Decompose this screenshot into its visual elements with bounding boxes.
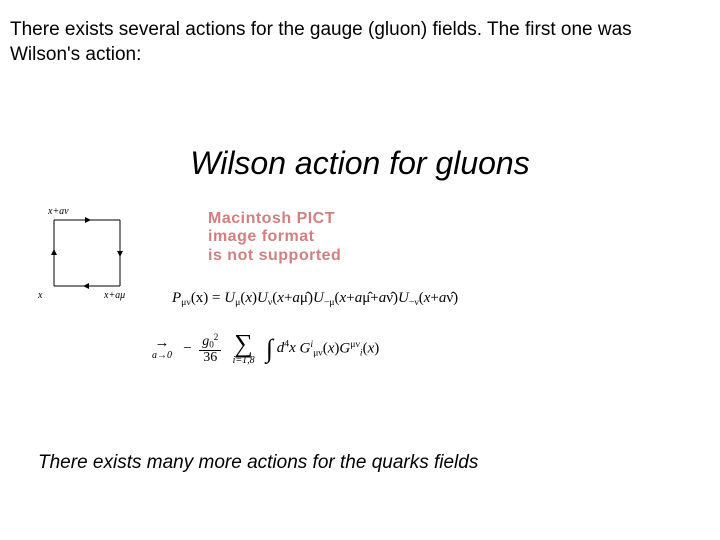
pict-error-placeholder: Macintosh PICT image format is not suppo…: [208, 210, 341, 265]
formula-plaquette: Pμν(x) = Uμ(x)Uν(x+aμ̂)U−μ(x+aμ̂+aν̂)U−ν…: [172, 290, 458, 308]
limit-cond: a→0: [152, 350, 172, 361]
g-sup: 2: [214, 332, 219, 342]
sum-symbol: ∑ i=1,8: [233, 332, 255, 366]
pict-line-2: image format: [208, 228, 341, 246]
formula-limit: → a→0 − g02 36 ∑ i=1,8 ∫ d4x Giμν(x)Gμνi…: [152, 332, 379, 366]
plaquette-svg: [46, 206, 138, 302]
sum-sub: i=1,8: [233, 355, 255, 366]
intro-paragraph: There exists several actions for the gau…: [10, 18, 700, 67]
f1-lhs: P: [172, 290, 181, 306]
plaquette-diagram: x+aν x x+aμ: [46, 206, 138, 302]
corner-bottom-right: x+aμ: [104, 290, 125, 301]
closing-paragraph: There exists many more actions for the q…: [38, 452, 478, 474]
integral-symbol: ∫: [266, 339, 273, 360]
measure: d4x: [277, 340, 300, 356]
corner-bottom-left: x: [38, 290, 42, 301]
f1-arg: (x) =: [191, 290, 224, 306]
pict-line-3: is not supported: [208, 247, 341, 265]
den-36: 36: [199, 351, 221, 366]
coupling-fraction: g02 36: [199, 333, 221, 366]
pict-line-1: Macintosh PICT: [208, 210, 341, 228]
limit-arrow: → a→0: [152, 337, 172, 362]
f1-sub: μν: [181, 297, 191, 308]
page-title: Wilson action for gluons: [0, 145, 720, 182]
corner-top-left: x+aν: [48, 206, 69, 217]
